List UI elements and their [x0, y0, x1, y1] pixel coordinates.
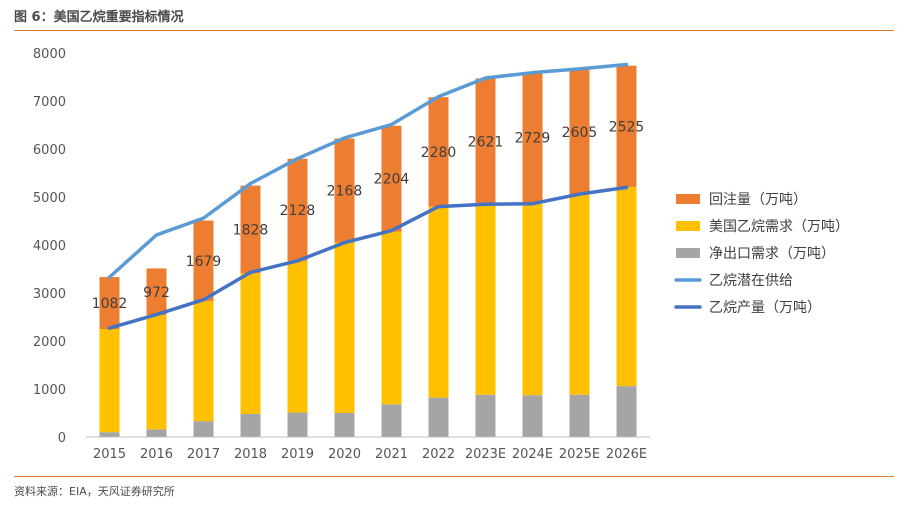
bar-segment — [428, 206, 449, 398]
x-tick-label: 2024E — [512, 447, 553, 462]
x-tick-label: 2017 — [187, 447, 220, 462]
bar-data-label: 1679 — [186, 254, 222, 270]
bottom-rule — [14, 476, 894, 477]
x-tick-label: 2016 — [140, 447, 173, 462]
legend-swatch — [676, 248, 700, 258]
bar-segment — [334, 138, 355, 243]
bar-data-label: 2280 — [421, 145, 457, 161]
bar-segment — [475, 204, 496, 395]
bar-segment — [287, 412, 308, 437]
bar-segment — [381, 125, 402, 232]
x-axis: 2015 2016 2017 2018 2019 2020 2021 2022 2023E 202… — [86, 436, 650, 462]
bar-segment — [616, 186, 637, 387]
y-axis: 0 1000 2000 3000 4000 5000 6000 7000 8000 — [33, 47, 66, 446]
bar-segment — [475, 78, 496, 205]
bar-segment — [146, 429, 167, 437]
bar-segment — [193, 421, 214, 437]
bar-data-label: 2525 — [609, 119, 645, 135]
bar-segment — [569, 194, 590, 395]
bar-data-label: 2128 — [280, 203, 316, 219]
bar-segment — [616, 65, 637, 187]
bar-segment — [428, 97, 449, 207]
figure-title: 图 6：美国乙烷重要指标情况 — [14, 10, 184, 25]
legend-label: 乙烷潜在供给 — [709, 273, 793, 289]
bar-data-label: 1082 — [92, 296, 128, 312]
bar-data-label: 2204 — [374, 172, 410, 188]
bar-data-label: 1828 — [233, 222, 269, 238]
source-note: 资料来源：EIA，天风证券研究所 — [14, 485, 175, 498]
bar-labels: 1082 972 1679 1828 2128 2168 2204 2280 2621 2729 2… — [92, 119, 645, 312]
x-tick-label: 2019 — [281, 447, 314, 462]
x-tick-label: 2018 — [234, 447, 267, 462]
x-tick-label: 2015 — [93, 447, 126, 462]
y-tick-label: 5000 — [33, 191, 66, 206]
bar-data-label: 2168 — [327, 184, 363, 200]
x-tick-label: 2022 — [422, 447, 455, 462]
bar-segment — [428, 397, 449, 437]
bar-segment — [287, 158, 308, 261]
y-tick-label: 0 — [58, 431, 66, 446]
y-tick-label: 6000 — [33, 143, 66, 158]
series-line — [107, 185, 629, 330]
bar-segment — [240, 273, 261, 414]
bar-segment — [99, 329, 120, 433]
y-tick-label: 7000 — [33, 95, 66, 110]
y-tick-label: 1000 — [33, 383, 66, 398]
y-tick-label: 4000 — [33, 239, 66, 254]
top-rule — [14, 30, 894, 31]
bar-segment — [334, 413, 355, 437]
legend-label: 乙烷产量（万吨） — [709, 300, 821, 316]
x-tick-label: 2020 — [328, 447, 361, 462]
bar-segment — [381, 404, 402, 437]
bar-segment — [193, 220, 214, 302]
bar-segment — [522, 72, 543, 204]
lines — [107, 62, 629, 330]
bar-segment — [99, 432, 120, 437]
bar-segment — [146, 268, 167, 316]
bar-segment — [475, 394, 496, 437]
legend-label: 回注量（万吨） — [709, 192, 807, 208]
bar-segment — [287, 260, 308, 413]
bar-segment — [522, 203, 543, 396]
y-tick-label: 2000 — [33, 335, 66, 350]
y-tick-label: 3000 — [33, 287, 66, 302]
x-tick-label: 2023E — [465, 447, 506, 462]
bar-segment — [569, 69, 590, 195]
bar-segment — [146, 315, 167, 430]
x-tick-label: 2025E — [559, 447, 600, 462]
bar-data-label: 2605 — [562, 125, 598, 141]
legend-label: 美国乙烷需求（万吨） — [709, 219, 849, 235]
bar-segment — [616, 386, 637, 437]
x-tick-label: 2021 — [375, 447, 408, 462]
legend-swatch — [676, 221, 700, 231]
bar-data-label: 972 — [143, 285, 170, 301]
legend-swatch — [676, 194, 700, 204]
bar-segment — [569, 394, 590, 437]
bar-segment — [334, 242, 355, 413]
series-line — [107, 62, 629, 279]
bar-segment — [240, 413, 261, 437]
bars — [99, 65, 637, 437]
bar-segment — [193, 301, 214, 422]
bar-segment — [522, 395, 543, 437]
bar-segment — [99, 277, 120, 329]
legend-label: 净出口需求（万吨） — [709, 246, 835, 262]
bar-segment — [240, 185, 261, 274]
y-tick-label: 8000 — [33, 47, 66, 62]
bar-segment — [381, 231, 402, 405]
x-tick-label: 2026E — [606, 447, 647, 462]
bar-data-label: 2729 — [515, 131, 551, 147]
bar-data-label: 2621 — [468, 134, 504, 150]
